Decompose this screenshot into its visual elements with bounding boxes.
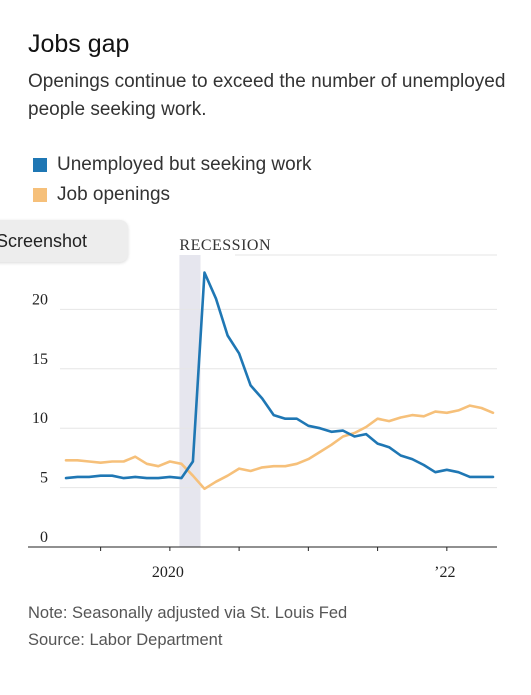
y-tick-label: 10 xyxy=(32,410,48,427)
y-tick-label: 5 xyxy=(40,470,48,487)
y-tick-label: 0 xyxy=(40,529,48,546)
chart-source: Source: Labor Department xyxy=(28,631,223,649)
x-tick-label: 2020 xyxy=(152,564,184,581)
chart-footer: Note: Seasonally adjusted via St. Louis … xyxy=(28,600,347,654)
legend-label-unemployed: Unemployed but seeking work xyxy=(57,154,312,175)
legend-swatch-openings xyxy=(33,188,47,202)
legend-item-openings: Job openings xyxy=(33,180,312,210)
chart-legend: Unemployed but seeking work Job openings xyxy=(33,150,312,210)
y-tick-label: 20 xyxy=(32,291,48,308)
recession-label: RECESSION xyxy=(179,237,271,254)
chart-note: Note: Seasonally adjusted via St. Louis … xyxy=(28,604,348,622)
series-line-unemployed xyxy=(64,271,495,480)
legend-item-unemployed: Unemployed but seeking work xyxy=(33,150,312,180)
x-tick-label: ’22 xyxy=(434,564,455,581)
legend-label-openings: Job openings xyxy=(57,184,171,205)
chart-title: Jobs gap xyxy=(28,30,130,58)
series-line-openings xyxy=(64,404,495,491)
legend-swatch-unemployed xyxy=(33,158,47,172)
y-tick-label: 15 xyxy=(32,351,48,368)
chart-subtitle: Openings continue to exceed the number o… xyxy=(28,71,506,120)
screenshot-button[interactable]: Screenshot xyxy=(0,220,128,262)
